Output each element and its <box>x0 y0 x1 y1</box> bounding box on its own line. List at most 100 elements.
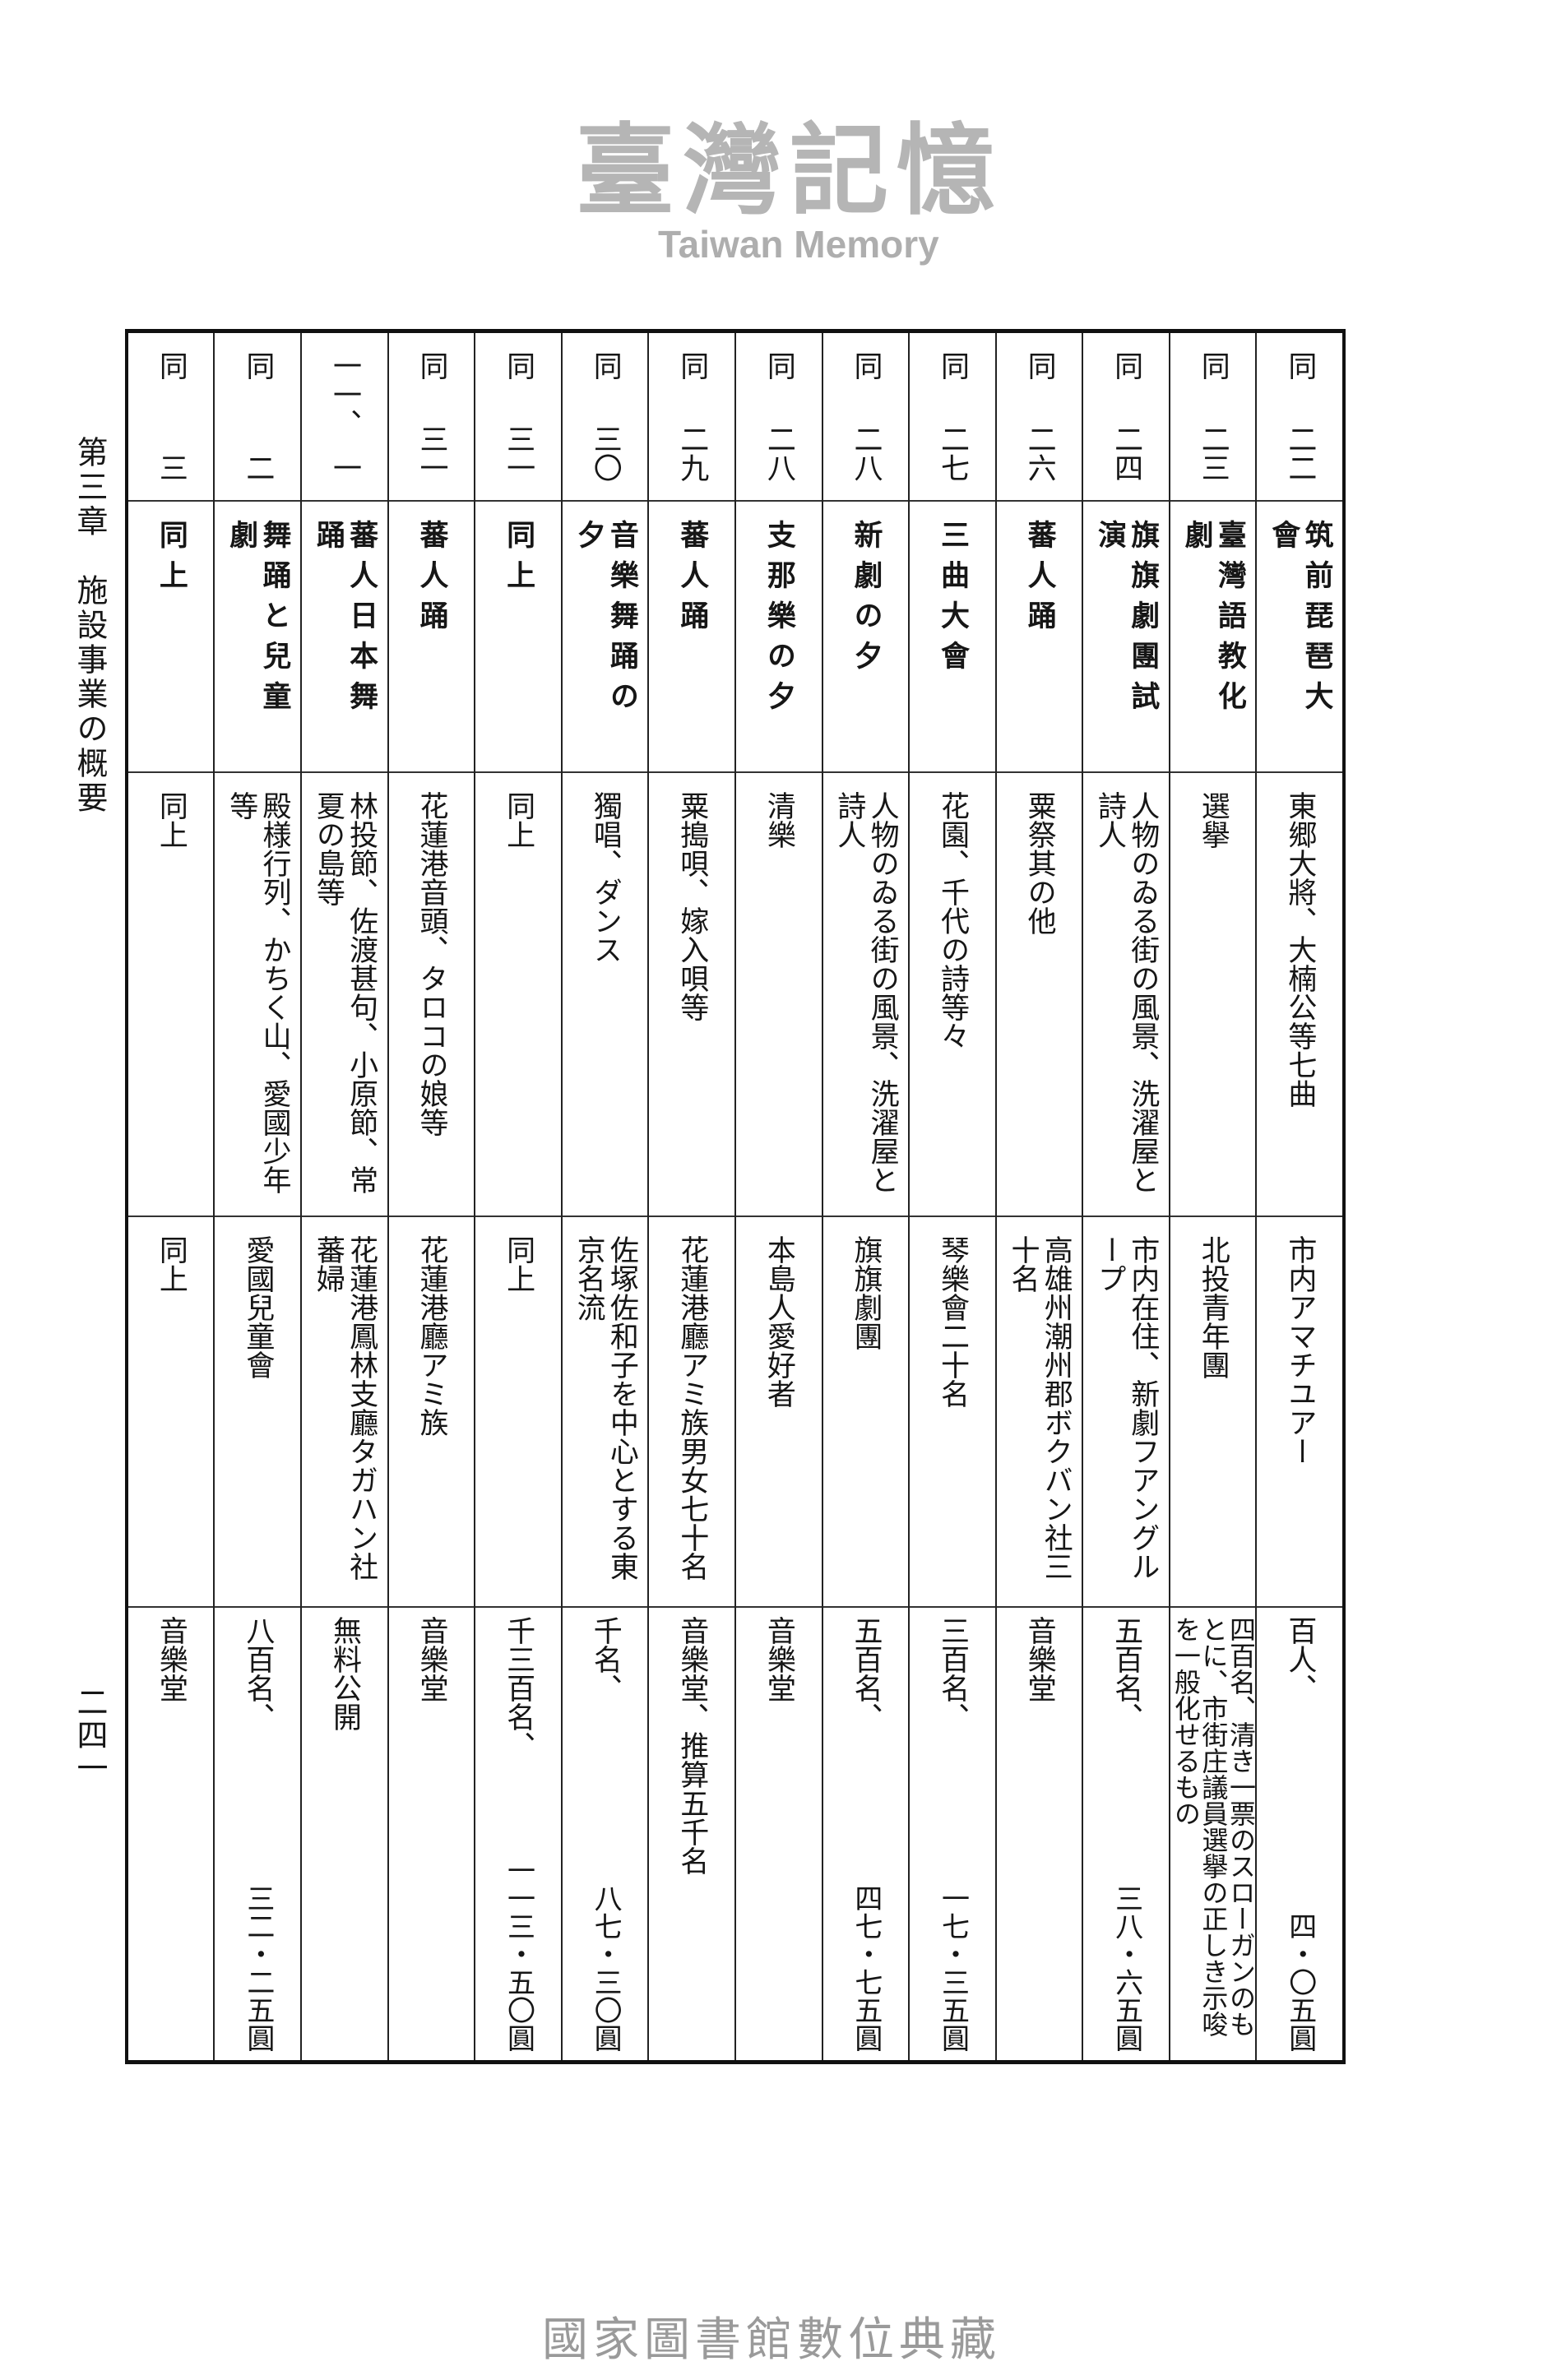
date-prefix: 同 <box>588 351 622 380</box>
performers-text: 市内アマチユアー <box>1283 1235 1317 1466</box>
performers-cell: 花蓮港廳アミ族男女七十名 <box>649 1217 734 1608</box>
audience-text: 百人、 <box>1283 1616 1317 1702</box>
program-text: 獨唱、ダンス <box>588 791 622 964</box>
date-cell: 同二九 <box>649 333 734 502</box>
date-prefix: 同 <box>1196 351 1230 380</box>
date-cell: 同二八 <box>822 333 909 502</box>
event-title: 旗旗劇團試演 <box>1093 520 1161 721</box>
date-prefix: 同 <box>762 351 795 380</box>
audience-text: 音樂堂 <box>762 1616 795 1702</box>
title-cell: 同上 <box>475 502 561 773</box>
date-prefix: 同 <box>502 351 535 380</box>
event-title: 臺灣語教化劇 <box>1179 520 1247 721</box>
date-day: 二八 <box>849 424 883 482</box>
table-column: 同三一 同上 同上 同上 千三百名、 一一三・五〇圓 <box>474 333 561 2060</box>
program-text: 花園、千代の詩等々 <box>936 791 970 1050</box>
title-cell: 蕃人踊 <box>996 502 1082 773</box>
date-day: 二三 <box>1196 424 1230 482</box>
title-cell: 支那樂の夕 <box>735 502 822 773</box>
date-prefix: 同 <box>1110 351 1143 380</box>
program-text: 花蓮港音頭、タロコの娘等 <box>415 791 448 1137</box>
date-day: 二九 <box>675 424 709 482</box>
event-title: 蕃人日本舞踊 <box>311 520 379 721</box>
footer-credit: 國家圖書館數位典藏 <box>542 2313 1001 2367</box>
date-day: 二六 <box>1022 424 1056 482</box>
fee-amount: 三八・六五圓 <box>1110 1884 1143 2052</box>
event-title: 舞踊と兒童劇 <box>225 520 292 721</box>
performers-text: 本島人愛好者 <box>762 1235 795 1408</box>
program-cell: 粟搗唄、嫁入唄等 <box>649 773 734 1217</box>
date-day: 一 <box>327 453 361 482</box>
fee-amount: 四七・七五圓 <box>849 1884 883 2052</box>
table-column: 同二四 旗旗劇團試演 人物のゐる街の風景、洗濯屋と詩人 市内在住、新劇フアングループ五… <box>1082 333 1169 2060</box>
program-text: 清樂 <box>762 791 795 849</box>
title-cell: 蕃人踊 <box>649 502 734 773</box>
performers-cell: 本島人愛好者 <box>735 1217 822 1608</box>
table-column: 同二六 蕃人踊 粟祭其の他 高雄州潮州郡ボクバン社三十名 音樂堂 <box>994 333 1082 2060</box>
fee-amount: 四・〇五圓 <box>1283 1912 1317 2052</box>
title-cell: 旗旗劇團試演 <box>1083 502 1169 773</box>
performers-cell: 市内アマチユアー <box>1257 1217 1342 1608</box>
fee-amount: 八七・三〇圓 <box>589 1884 623 2052</box>
date-cell: 同二三 <box>1170 333 1256 502</box>
title-cell: 新劇の夕 <box>822 502 909 773</box>
event-title: 蕃人踊 <box>675 520 710 641</box>
program-text: 人物のゐる街の風景、洗濯屋と詩人 <box>832 791 899 1194</box>
audience-cell: 音樂堂 <box>736 1608 822 2060</box>
program-cell: 殿様行列、かちく山、愛國少年等 <box>215 773 301 1217</box>
performers-cell: 高雄州潮州郡ボクバン社三十名 <box>996 1217 1082 1608</box>
audience-cell: 音樂堂 <box>997 1608 1082 2060</box>
performers-text: 花蓮港廳アミ族男女七十名 <box>675 1235 709 1581</box>
audience-text: 音樂堂 <box>415 1616 448 1702</box>
audience-text: 音樂堂、推算五千名 <box>675 1616 709 1875</box>
program-cell: 人物のゐる街の風景、洗濯屋と詩人 <box>822 773 909 1217</box>
fee-amount: 一七・三五圓 <box>936 1884 970 2052</box>
performers-cell: 花蓮港廳アミ族 <box>388 1217 475 1608</box>
table-column: 同二八 支那樂の夕 清樂 本島人愛好者 音樂堂 <box>734 333 822 2060</box>
date-prefix: 同 <box>675 351 709 380</box>
program-cell: 東郷大將、大楠公等七曲 <box>1257 773 1342 1217</box>
watermark-subtitle: Taiwan Memory <box>658 223 939 266</box>
date-day: 二 <box>241 453 275 482</box>
table-column: 一一、一蕃人日本舞踊 林投節、佐渡甚句、小原節、常夏の島等 花蓮港鳳林支廳タガハン社… <box>300 333 387 2060</box>
title-cell: 三曲大會 <box>910 502 995 773</box>
program-cell: 獨唱、ダンス <box>562 773 648 1217</box>
program-cell: 同上 <box>127 773 214 1217</box>
date-prefix: 同 <box>849 351 883 380</box>
audience-text: 千名、 <box>588 1616 622 1702</box>
audience-cell: 八百名、 三二・二五圓 <box>215 1608 300 2060</box>
program-cell: 清樂 <box>735 773 822 1217</box>
performers-cell: 同上 <box>475 1217 561 1608</box>
event-title: 新劇の夕 <box>849 520 883 681</box>
table-column: 同二二 筑前琵琶大會 東郷大將、大楠公等七曲 市内アマチユアー 百人、 四・〇五圓 <box>1255 333 1342 2060</box>
performers-cell: 佐塚佐和子を中心とする東京名流 <box>562 1217 648 1608</box>
table-column: 同三一 蕃人踊 花蓮港音頭、タロコの娘等 花蓮港廳アミ族 音樂堂 <box>387 333 475 2060</box>
audience-text: 千三百名、 <box>502 1616 535 1760</box>
date-cell: 同二二 <box>1257 333 1342 502</box>
title-cell: 同上 <box>127 502 214 773</box>
date-day: 三〇 <box>588 424 622 482</box>
table-column: 同二九蕃人踊粟搗唄、嫁入唄等花蓮港廳アミ族男女七十名音樂堂、推算五千名 <box>647 333 734 2060</box>
table-column: 同三〇音樂舞踊の夕獨唱、ダンス佐塚佐和子を中心とする東京名流千名、八七・三〇圓 <box>560 333 648 2060</box>
audience-cell: 三百名、 一七・三五圓 <box>910 1608 995 2060</box>
audience-text: 五百名、 <box>849 1616 883 1731</box>
date-day: 二七 <box>936 424 970 482</box>
date-prefix: 同 <box>1283 351 1317 380</box>
program-text: 林投節、佐渡甚句、小原節、常夏の島等 <box>311 791 378 1194</box>
audience-cell: 五百名、四七・七五圓 <box>823 1608 909 2060</box>
audience-cell: 千三百名、 一一三・五〇圓 <box>475 1608 561 2060</box>
performers-cell: 花蓮港鳳林支廳タガハン社蕃婦 <box>302 1217 387 1608</box>
event-title: 同上 <box>154 520 188 600</box>
performers-text: 花蓮港鳳林支廳タガハン社蕃婦 <box>311 1235 378 1581</box>
date-prefix: 同 <box>415 351 448 380</box>
performers-text: 高雄州潮州郡ボクバン社三十名 <box>1006 1235 1073 1581</box>
performers-cell: 同上 <box>127 1217 214 1608</box>
event-title: 音樂舞踊の夕 <box>572 520 639 721</box>
audience-text: 五百名、 <box>1110 1616 1143 1731</box>
audience-cell: 無料公開 <box>302 1608 387 2060</box>
performers-text: 同上 <box>154 1235 188 1293</box>
fee-amount: 三二・二五圓 <box>241 1884 275 2052</box>
performers-cell: 愛國兒童會 <box>215 1217 301 1608</box>
performers-cell: 市内在住、新劇フアングループ <box>1083 1217 1169 1608</box>
title-cell: 音樂舞踊の夕 <box>562 502 648 773</box>
